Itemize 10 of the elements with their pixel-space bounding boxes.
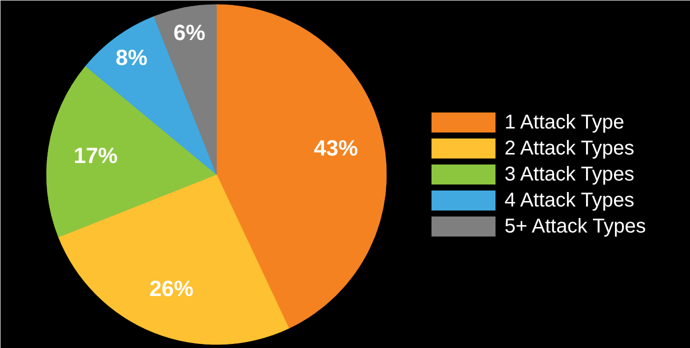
data-label: 26% [149, 276, 194, 301]
legend-label: 4 Attack Types [504, 190, 634, 212]
data-label: 6% [174, 20, 206, 46]
data-label: 17% [74, 142, 118, 168]
data-label: 8% [116, 45, 148, 70]
legend-label: 2 Attack Types [504, 138, 634, 160]
legend-label: 3 Attack Types [504, 164, 634, 186]
legend-label: 1 Attack Type [504, 112, 624, 134]
legend-label: 5+ Attack Types [504, 216, 646, 238]
data-label: 43% [314, 135, 358, 160]
